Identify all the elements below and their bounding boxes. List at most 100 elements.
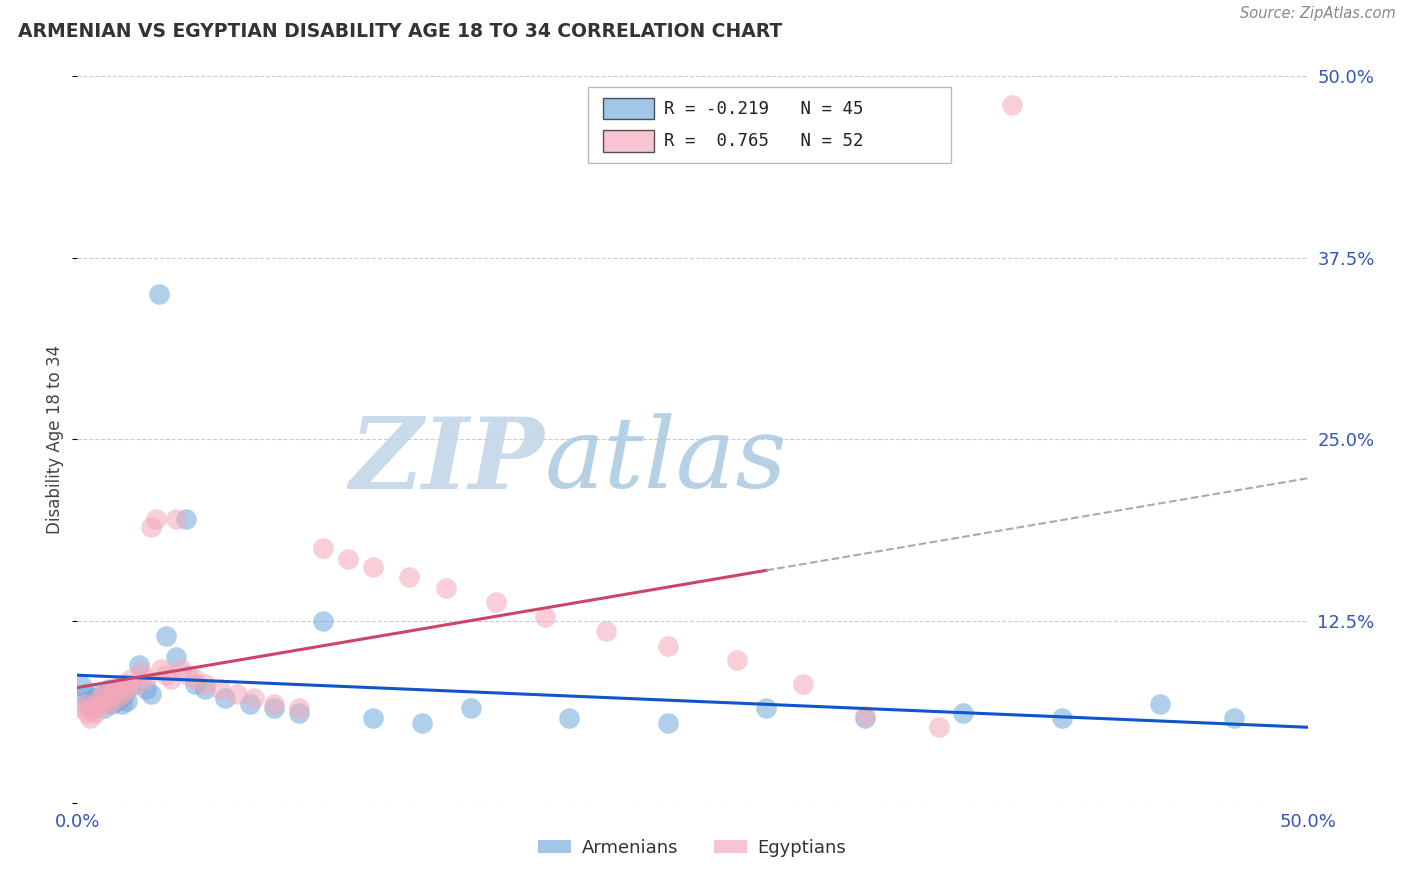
Point — [96, 691, 118, 706]
Point — [96, 691, 118, 706]
Point — [361, 711, 384, 725]
Point — [657, 715, 679, 730]
Point — [128, 657, 150, 672]
Point — [595, 624, 617, 639]
Point — [312, 541, 335, 556]
Point — [90, 694, 114, 708]
Point — [98, 697, 121, 711]
Point — [150, 662, 173, 676]
Point — [1223, 711, 1246, 725]
Point — [135, 672, 157, 686]
Point — [111, 697, 132, 711]
Point — [534, 609, 557, 624]
Point — [755, 701, 778, 715]
Point — [243, 691, 266, 706]
Point — [76, 694, 98, 708]
FancyBboxPatch shape — [603, 97, 654, 120]
Point — [141, 687, 163, 701]
Y-axis label: Disability Age 18 to 34: Disability Age 18 to 34 — [46, 344, 65, 534]
Point — [288, 706, 311, 720]
Point — [111, 687, 132, 701]
Point — [436, 581, 458, 595]
Point — [155, 668, 177, 682]
Point — [82, 701, 104, 715]
Point — [558, 711, 581, 725]
Point — [792, 676, 814, 690]
FancyBboxPatch shape — [603, 130, 654, 153]
Point — [108, 680, 131, 694]
Point — [155, 629, 177, 643]
Point — [86, 697, 108, 711]
Point — [79, 697, 101, 711]
Point — [93, 687, 115, 701]
Point — [103, 687, 125, 701]
Point — [83, 691, 105, 706]
Point — [79, 711, 101, 725]
Point — [103, 682, 125, 697]
Point — [170, 662, 193, 676]
Point — [86, 697, 108, 711]
Point — [194, 682, 217, 697]
Point — [160, 672, 183, 686]
Point — [226, 687, 249, 701]
Point — [115, 682, 138, 697]
Text: ZIP: ZIP — [350, 413, 546, 509]
Point — [263, 701, 285, 715]
Point — [90, 697, 114, 711]
Point — [288, 701, 311, 715]
Point — [121, 680, 143, 694]
Point — [174, 512, 197, 526]
Point — [83, 706, 105, 720]
Point — [194, 676, 217, 690]
Text: ARMENIAN VS EGYPTIAN DISABILITY AGE 18 TO 34 CORRELATION CHART: ARMENIAN VS EGYPTIAN DISABILITY AGE 18 T… — [18, 22, 783, 41]
Point — [1149, 697, 1171, 711]
Point — [135, 682, 157, 697]
Point — [177, 668, 200, 682]
Legend: Armenians, Egyptians: Armenians, Egyptians — [531, 832, 853, 864]
Point — [108, 691, 131, 706]
Point — [145, 512, 167, 526]
Point — [165, 650, 187, 665]
Point — [70, 701, 93, 715]
Point — [725, 653, 748, 667]
Point — [263, 697, 285, 711]
Point — [101, 697, 124, 711]
Point — [73, 697, 96, 711]
Point — [411, 715, 433, 730]
Point — [337, 551, 360, 566]
Point — [101, 687, 124, 701]
Point — [70, 680, 93, 694]
Point — [112, 687, 135, 701]
Point — [209, 682, 232, 697]
Point — [361, 560, 384, 574]
Point — [312, 614, 335, 628]
Point — [184, 676, 207, 690]
Point — [115, 694, 138, 708]
Point — [121, 672, 143, 686]
Point — [485, 595, 508, 609]
Point — [952, 706, 974, 720]
Point — [1001, 98, 1024, 112]
Point — [89, 687, 111, 701]
Point — [105, 691, 128, 706]
Text: Source: ZipAtlas.com: Source: ZipAtlas.com — [1240, 6, 1396, 21]
Text: atlas: atlas — [546, 414, 787, 508]
Point — [131, 665, 153, 679]
Point — [657, 639, 679, 653]
Point — [398, 570, 420, 584]
Point — [125, 676, 148, 690]
Point — [89, 691, 111, 706]
Point — [76, 706, 98, 720]
FancyBboxPatch shape — [588, 87, 950, 163]
Point — [165, 512, 187, 526]
Point — [112, 676, 135, 690]
Text: R = -0.219   N = 45: R = -0.219 N = 45 — [664, 100, 863, 118]
Point — [98, 682, 121, 697]
Point — [1050, 711, 1073, 725]
Point — [928, 720, 950, 734]
Point — [93, 701, 115, 715]
Point — [853, 708, 876, 723]
Point — [239, 697, 262, 711]
Point — [82, 701, 104, 715]
Point — [141, 519, 163, 533]
